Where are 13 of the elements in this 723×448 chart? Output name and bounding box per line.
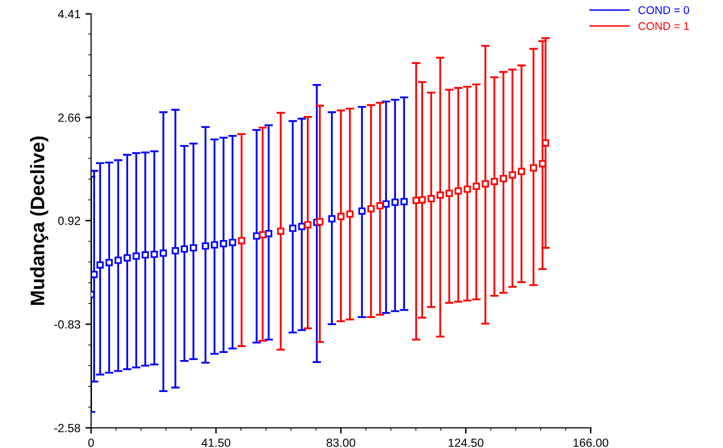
x-tick-label: 83.00 [326,438,356,447]
y-tick-label: 2.66 [58,114,80,122]
legend-label: COND = 0 [638,6,690,14]
y-tick-label: 4.41 [58,10,80,18]
y-tick-label: 0.92 [58,216,80,225]
x-tick-label: 124.50 [448,438,484,447]
x-tick-label: 0 [88,438,94,447]
y-tick-label: -0.83 [54,320,80,329]
x-tick-label: 41.50 [202,438,230,447]
y-tick-label: -2.58 [54,424,80,432]
y-axis-title: Mudança (Declive) [30,136,48,305]
x-tick-label: 166.00 [574,438,608,447]
legend-label: COND = 1 [638,22,689,30]
